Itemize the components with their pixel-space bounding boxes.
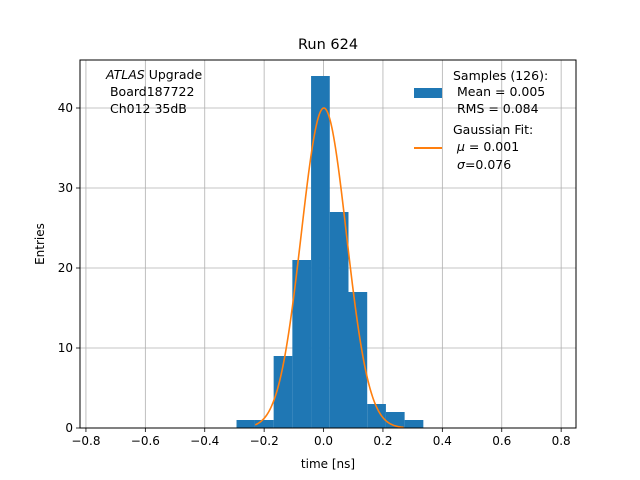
x-axis-ticks: −0.8 −0.6 −0.4 −0.2 0.0 0.2 0.4 0.6 0.8: [71, 428, 571, 448]
gaussian-fit-curve: [254, 107, 404, 429]
x-tick-label-0: −0.8: [71, 434, 100, 448]
x-axis-label: time [ns]: [301, 457, 355, 471]
legend-sigma-value: =0.076: [465, 157, 511, 172]
histogram-bar-4: [311, 76, 330, 428]
legend-mu-value: = 0.001: [465, 139, 519, 154]
legend-samples-label: Samples (126):: [453, 68, 548, 83]
atlas-annotation: ATLAS Upgrade Board187722 Ch012 35dB: [105, 67, 202, 116]
legend-mu-symbol: μ: [456, 139, 465, 154]
annotation-line-1: ATLAS Upgrade: [105, 67, 202, 82]
legend-sigma-label: σ=0.076: [457, 157, 511, 172]
histogram-bar-7: [367, 404, 386, 428]
histogram-bar-5: [329, 212, 349, 428]
y-axis-ticks: 0 10 20 30 40: [58, 101, 80, 435]
x-tick-label-2: −0.4: [190, 434, 219, 448]
x-tick-label-1: −0.6: [131, 434, 160, 448]
histogram-bar-2: [273, 356, 293, 428]
x-tick-label-6: 0.4: [433, 434, 452, 448]
histogram-bar-6: [348, 292, 368, 428]
histogram-bar-3: [292, 260, 312, 428]
x-tick-label-4: 0.0: [314, 434, 333, 448]
legend-sigma-symbol: σ: [457, 157, 466, 172]
legend-fit-label: Gaussian Fit:: [453, 122, 533, 137]
legend-rms-label: RMS = 0.084: [453, 101, 539, 116]
x-tick-label-7: 0.6: [492, 434, 511, 448]
chart-title: Run 624: [298, 37, 358, 53]
x-tick-label-3: −0.2: [250, 434, 279, 448]
legend-mu-label: μ = 0.001: [456, 139, 519, 154]
legend-mean-label: Mean = 0.005: [453, 84, 545, 99]
y-tick-label-4: 40: [58, 101, 73, 115]
annotation-line-2: Board187722: [106, 84, 194, 99]
plot-frame: [79, 59, 577, 429]
histogram-bar-0: [236, 420, 255, 428]
legend: Samples (126): Mean = 0.005 RMS = 0.084 …: [414, 68, 548, 172]
y-tick-label-2: 20: [58, 261, 73, 275]
annotation-line-3: Ch012 35dB: [106, 101, 187, 116]
histogram-bar-9: [404, 420, 424, 428]
y-tick-label-3: 30: [58, 181, 73, 195]
x-tick-label-8: 0.8: [552, 434, 571, 448]
histogram-bars: [236, 76, 424, 428]
x-tick-label-5: 0.2: [373, 434, 392, 448]
histogram-bar-1: [254, 420, 274, 428]
y-tick-label-1: 10: [58, 341, 73, 355]
annotation-atlas-italic: ATLAS: [105, 67, 145, 82]
y-tick-label-0: 0: [65, 421, 73, 435]
legend-histogram-swatch: [414, 88, 442, 98]
y-axis-label: Entries: [33, 223, 47, 265]
annotation-upgrade: Upgrade: [145, 67, 203, 82]
